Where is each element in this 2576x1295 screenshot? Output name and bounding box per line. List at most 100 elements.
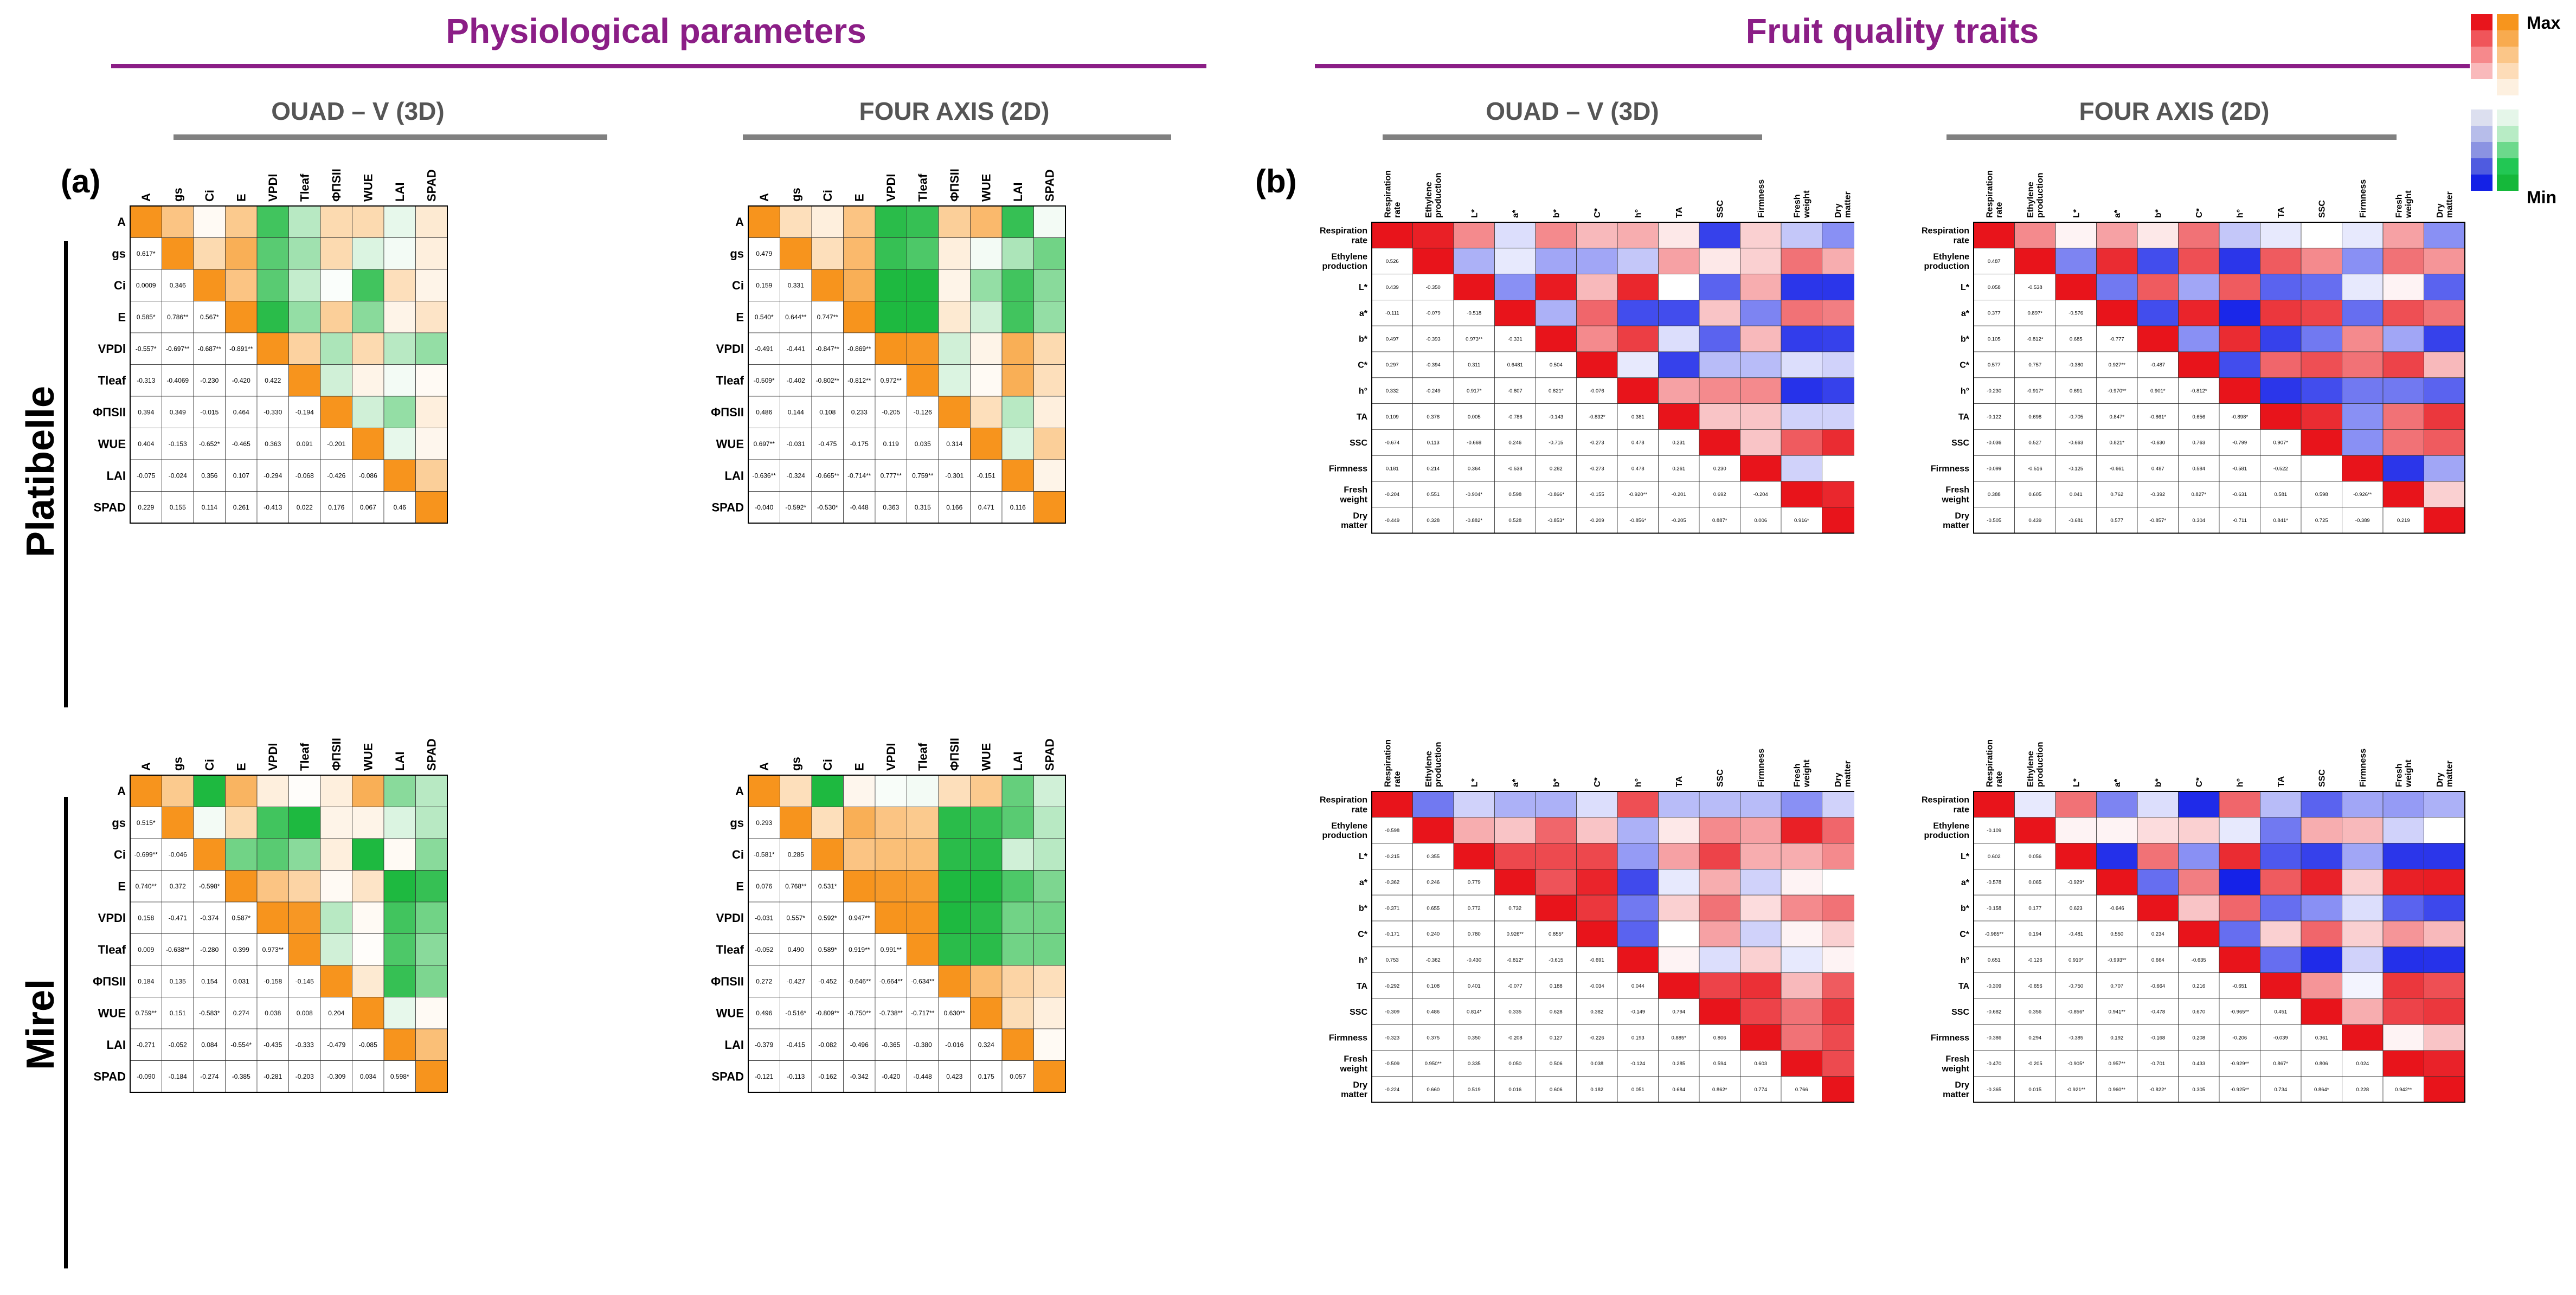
correlation-value: 0.656 [2192, 414, 2205, 420]
heatmap-cell [907, 901, 939, 934]
heatmap-cell [938, 1028, 971, 1061]
correlation-value: 0.734 [2274, 1087, 2287, 1093]
correlation-value: 0.193 [1631, 1035, 1644, 1041]
heatmap-cell [415, 459, 448, 492]
row-axis-label: Ethylene production [1924, 253, 1969, 272]
heatmap-cell [1699, 1050, 1740, 1077]
row-axis-label: A [735, 215, 744, 229]
correlation-value: -0.205 [1672, 518, 1686, 524]
heatmap-cell [2342, 972, 2384, 999]
correlation-value: -0.420 [232, 377, 250, 384]
heatmap-cell [2260, 946, 2302, 973]
heatmap-cell [1576, 429, 1618, 456]
correlation-value: -0.126 [2028, 957, 2042, 963]
heatmap-cell [1576, 299, 1618, 326]
heatmap-cell [875, 775, 907, 807]
heatmap-cell [1453, 817, 1495, 844]
heatmap-cell [1371, 403, 1413, 430]
correlation-value: 0.328 [1427, 518, 1440, 524]
heatmap-cell [2219, 325, 2260, 352]
correlation-value: 0.479 [756, 250, 772, 257]
correlation-value: 0.531* [818, 882, 837, 890]
legend-max-label: Max [2527, 13, 2561, 33]
heatmap-cell [1001, 396, 1034, 428]
correlation-value: 0.015 [2028, 1087, 2041, 1093]
correlation-value: -0.273 [1590, 466, 1604, 472]
correlation-value: 0.551 [1427, 492, 1440, 498]
correlation-value: 0.887* [1712, 518, 1727, 524]
heatmap-cell [2014, 817, 2056, 844]
correlation-value: -0.342 [850, 1073, 869, 1080]
heatmap-cell [2096, 377, 2138, 404]
heatmap-cell [1001, 205, 1034, 238]
heatmap-cell [2096, 351, 2138, 378]
correlation-value: -0.487 [2150, 362, 2165, 368]
heatmap-cell [193, 838, 226, 871]
correlation-value: 0.550 [2110, 931, 2123, 937]
heatmap-cell [320, 870, 352, 903]
heatmap-cell [2260, 791, 2302, 818]
heatmap-cell [970, 933, 1003, 966]
correlation-value: -0.168 [2150, 1035, 2165, 1041]
heatmap-cell [2137, 429, 2179, 456]
heatmap-cell [2178, 299, 2220, 326]
heatmap-cell [1781, 377, 1822, 404]
column-axis-label: E [852, 194, 866, 202]
correlation-value: 0.526 [1386, 259, 1399, 265]
heatmap-cell [1740, 429, 1782, 456]
row-axis-label: Firmness [1931, 465, 1969, 474]
heatmap-cell [256, 933, 289, 966]
heatmap-cell [383, 775, 416, 807]
row-axis-label: Fresh weight [1339, 1055, 1367, 1074]
correlation-value: -0.052 [755, 946, 773, 953]
column-axis-label: a* [2113, 778, 2122, 787]
correlation-value: 0.897* [2028, 311, 2043, 317]
heatmap-cell [1617, 843, 1659, 869]
correlation-value: 0.044 [1631, 983, 1644, 989]
correlation-value: -0.079 [1426, 311, 1441, 317]
heatmap-cell [2342, 868, 2384, 895]
correlation-value: -0.516* [785, 1009, 806, 1017]
heatmap-cell [383, 838, 416, 871]
correlation-value: 0.116 [1010, 504, 1026, 511]
heatmap-cell [1740, 894, 1782, 922]
correlation-value: 0.794 [1672, 1009, 1685, 1015]
correlation-value: -0.204 [1385, 492, 1399, 498]
heatmap-cell [1973, 920, 2015, 948]
correlation-value: -0.530* [817, 504, 838, 511]
correlation-value: -0.638** [166, 946, 190, 953]
heatmap-cell [383, 364, 416, 397]
column-axis-label: Tleaf [916, 173, 929, 202]
heatmap-cell [938, 459, 971, 492]
heatmap-cell [2382, 351, 2424, 378]
heatmap-cell [2096, 972, 2138, 999]
heatmap-cell [2014, 377, 2056, 404]
column-axis-label: b* [1552, 209, 1561, 218]
correlation-value: -0.194 [295, 408, 314, 416]
column-axis-label: Ci [821, 190, 834, 202]
correlation-value: -0.4069 [166, 377, 189, 384]
heatmap-cell [2342, 998, 2384, 1025]
heatmap-cell [162, 933, 194, 966]
heatmap-cell [1371, 843, 1413, 869]
column-axis-label: Drymatter [2436, 761, 2455, 787]
correlation-value: 0.598 [2315, 492, 2328, 498]
heatmap-cell [1001, 332, 1034, 365]
heatmap-cell [1494, 920, 1536, 948]
correlation-value: 0.192 [2110, 1035, 2123, 1041]
heatmap-cell [2219, 507, 2260, 533]
correlation-value: 0.065 [2028, 880, 2041, 886]
correlation-value: -0.646 [2110, 905, 2124, 911]
heatmap-cell [1617, 998, 1659, 1025]
row-axis-label: SSC [1350, 439, 1367, 448]
heatmap-cell [2424, 1050, 2465, 1077]
heatmap-cell [1740, 791, 1782, 818]
heatmap-cell [811, 933, 844, 966]
heatmap-cell [256, 269, 289, 301]
heatmap-cell [415, 997, 448, 1029]
correlation-value: 0.598 [1508, 492, 1521, 498]
heatmap-cell [2219, 299, 2260, 326]
column-axis-label: LAI [393, 752, 407, 771]
correlation-value: 0.177 [2028, 905, 2041, 911]
